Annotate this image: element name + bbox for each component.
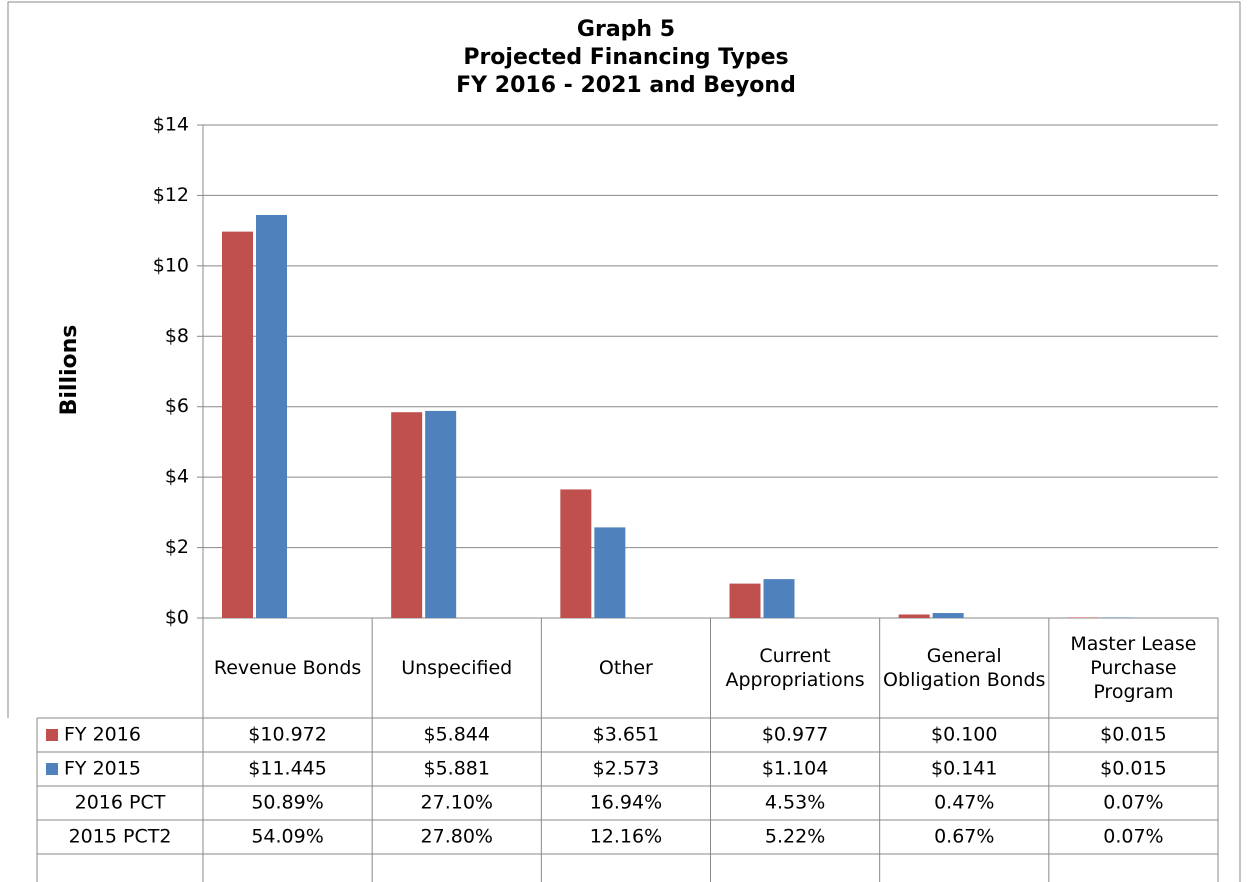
table-cell: 0.47% (934, 792, 994, 814)
x-tick-label: Revenue Bonds (213, 657, 362, 679)
y-tick-label: $8 (165, 325, 189, 347)
y-tick-label: $0 (165, 607, 189, 629)
table-cell: 50.89% (251, 792, 323, 814)
y-tick-label: $2 (165, 536, 189, 558)
y-tick-label: $14 (153, 114, 189, 136)
table-cell: 4.53% (765, 792, 825, 814)
legend-key (46, 729, 58, 741)
table-cell: 0.07% (1103, 792, 1163, 814)
chart-border (7, 1, 1241, 882)
y-axis-label: Billions (57, 325, 82, 416)
table-cell: $3.651 (593, 724, 659, 746)
bar (256, 214, 287, 618)
table-cell: 5.22% (765, 826, 825, 848)
bar (391, 412, 423, 618)
bar (729, 583, 761, 618)
table-cell: $0.015 (1100, 724, 1166, 746)
bar (898, 614, 930, 618)
table-cell: $0.015 (1100, 758, 1166, 780)
bar (594, 527, 626, 618)
y-tick-label: $6 (165, 395, 189, 417)
bar (763, 579, 795, 618)
table-cell: $0.977 (762, 724, 828, 746)
bar (222, 231, 253, 619)
chart-title: FY 2016 - 2021 and Beyond (456, 73, 796, 98)
legend-key (46, 763, 58, 775)
bar (1067, 617, 1099, 618)
bar (932, 613, 964, 618)
bar (1101, 617, 1133, 618)
y-tick-label: $10 (153, 254, 189, 276)
table-cell: $10.972 (248, 724, 327, 746)
x-tick-label: Unspecified (401, 657, 513, 679)
table-cell: 27.10% (421, 792, 493, 814)
table-cell: 0.67% (934, 826, 994, 848)
chart-title: Graph 5 (577, 17, 675, 42)
legend-label: FY 2016 (64, 724, 141, 746)
table-cell: $1.104 (762, 758, 828, 780)
table-cell: 0.07% (1103, 826, 1163, 848)
x-tick-label: Other (598, 657, 653, 679)
bar (560, 489, 592, 618)
legend-label: FY 2015 (64, 758, 141, 780)
y-tick-label: $4 (165, 466, 189, 488)
x-tick-label: Master Lease Purchase Program (1070, 633, 1197, 703)
table-cell: 54.09% (251, 826, 323, 848)
table-cell: 27.80% (421, 826, 493, 848)
legend-label: 2015 PCT2 (69, 826, 172, 848)
legend-label: 2016 PCT (75, 792, 166, 814)
x-tick-label: General Obligation Bonds (883, 645, 1046, 691)
x-tick-label: Current Appropriations (725, 645, 865, 691)
table-cell: 12.16% (590, 826, 662, 848)
table-cell: $5.881 (424, 758, 490, 780)
bar (425, 410, 457, 618)
table-cell: $2.573 (593, 758, 659, 780)
table-cell: 16.94% (590, 792, 662, 814)
table-cell: $5.844 (424, 724, 490, 746)
y-tick-label: $12 (153, 184, 189, 206)
table-cell: $0.141 (931, 758, 997, 780)
table-cell: $0.100 (931, 724, 997, 746)
chart-title: Projected Financing Types (463, 45, 788, 70)
table-cell: $11.445 (248, 758, 327, 780)
